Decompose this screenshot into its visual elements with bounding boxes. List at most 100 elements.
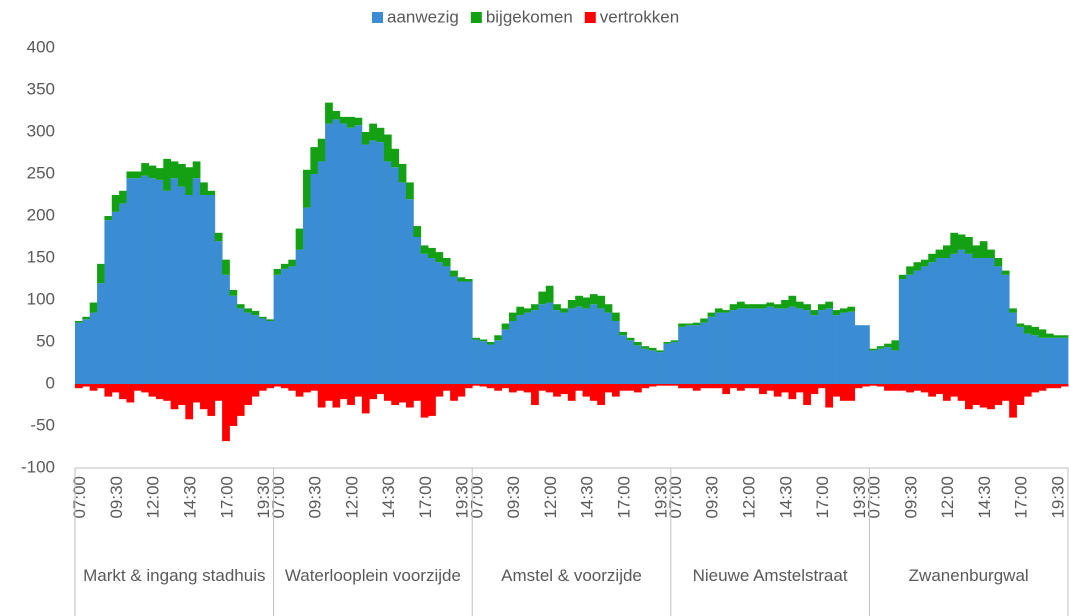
bar <box>641 384 650 389</box>
bar <box>619 384 628 391</box>
y-tick-label: 100 <box>27 289 55 308</box>
legend-label: vertrokken <box>600 7 679 26</box>
bar <box>207 195 216 384</box>
bar <box>972 384 981 405</box>
bar <box>817 304 826 311</box>
bar <box>854 325 863 384</box>
bar <box>722 312 731 384</box>
x-tick-label: 19:30 <box>850 476 869 519</box>
bar <box>604 304 613 313</box>
bar <box>965 253 973 384</box>
bar <box>435 384 444 397</box>
bar <box>332 119 341 385</box>
bar <box>104 384 113 397</box>
bar <box>266 319 274 321</box>
bar <box>472 339 480 384</box>
group-label: Markt & ingang stadhuis <box>83 566 266 585</box>
x-tick-label: 19:30 <box>1048 476 1067 519</box>
bar <box>648 384 657 387</box>
bar <box>258 384 267 391</box>
bar <box>185 195 194 384</box>
bar <box>663 384 672 386</box>
bar <box>347 384 355 405</box>
bar <box>266 321 274 384</box>
bar <box>1009 384 1017 418</box>
x-tick-label: 12:00 <box>342 476 361 519</box>
bar <box>133 171 142 179</box>
legend-label: bijgekomen <box>486 7 573 26</box>
x-tick-label: 14:30 <box>578 476 597 519</box>
bar <box>987 384 995 410</box>
bar <box>1060 335 1069 338</box>
bar <box>597 308 605 384</box>
bar <box>810 315 819 384</box>
bar <box>847 384 856 401</box>
bar <box>111 195 120 212</box>
group-label: Nieuwe Amstelstraat <box>692 566 848 585</box>
bar <box>1038 329 1047 338</box>
bar <box>391 384 400 405</box>
bar <box>884 384 892 391</box>
bar <box>1023 325 1032 334</box>
bar <box>942 245 951 258</box>
bar <box>538 304 547 384</box>
bar <box>383 384 392 401</box>
bar <box>773 384 782 397</box>
legend-swatch <box>584 12 596 23</box>
bar <box>582 297 591 309</box>
x-tick-label: 14:30 <box>776 476 795 519</box>
bar <box>920 384 929 393</box>
bar <box>942 384 951 401</box>
bar <box>185 167 194 195</box>
bar <box>979 258 988 384</box>
bar <box>1053 335 1062 338</box>
bar <box>766 384 775 391</box>
bar <box>97 384 105 389</box>
bar <box>729 310 738 384</box>
y-tick-label: 250 <box>27 163 55 182</box>
bar <box>582 384 591 397</box>
bar <box>538 291 547 305</box>
bar <box>82 384 91 387</box>
bar <box>722 310 731 313</box>
bar <box>523 308 532 313</box>
bar <box>876 348 885 384</box>
bar <box>876 384 885 387</box>
bar <box>288 266 297 384</box>
bar <box>641 346 650 349</box>
y-tick-label: 400 <box>27 37 55 56</box>
bar <box>420 245 429 254</box>
bar <box>714 312 723 384</box>
bar <box>714 308 723 313</box>
bar <box>258 316 267 319</box>
bar <box>383 134 392 162</box>
bar <box>155 168 164 180</box>
y-tick-label: -100 <box>21 457 55 476</box>
y-tick-label: 0 <box>46 373 55 392</box>
bar <box>442 384 451 391</box>
bar <box>987 258 995 384</box>
bar <box>560 312 569 384</box>
bar <box>1009 312 1017 384</box>
bar <box>214 232 223 242</box>
x-tick-label: 07:00 <box>865 476 884 519</box>
bar <box>398 163 407 183</box>
bar <box>950 232 959 254</box>
bar <box>553 304 561 311</box>
x-tick-label: 09:30 <box>306 476 325 519</box>
bar <box>545 384 554 393</box>
bar <box>486 344 495 384</box>
bar <box>935 384 944 395</box>
bar <box>111 211 120 384</box>
bar <box>339 116 348 124</box>
bar <box>648 350 657 384</box>
bar <box>501 323 510 330</box>
bar <box>222 274 230 384</box>
bar <box>928 262 936 384</box>
bar <box>148 384 157 397</box>
bar <box>869 384 878 386</box>
bar <box>1060 384 1069 387</box>
bar <box>1038 337 1047 384</box>
bar <box>141 163 149 176</box>
bar <box>354 125 363 384</box>
